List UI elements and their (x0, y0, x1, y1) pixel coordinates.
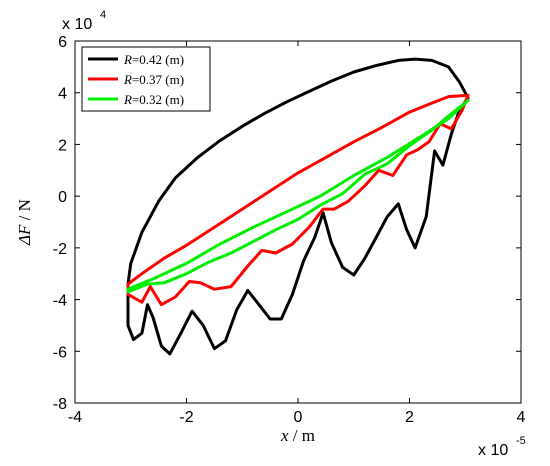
legend-label-1: R=0.42 (m) (123, 52, 184, 67)
x-axis-exponent: -5 (516, 435, 526, 447)
legend-var-1: R (123, 52, 132, 67)
legend-entry-2: R=0.37 (m) (88, 72, 184, 87)
series-line-3 (126, 99, 470, 294)
legend-label-2: R=0.37 (m) (123, 72, 184, 87)
x-axis-multiplier: x 10 (478, 442, 508, 459)
y-tick-label: -2 (53, 241, 67, 258)
legend-label-3: R=0.32 (m) (123, 92, 184, 107)
y-axis-exponent: 4 (100, 9, 106, 21)
x-axis-label-unit: / m (289, 426, 315, 445)
x-tick-label: 2 (405, 409, 414, 426)
x-tick-label: -2 (179, 409, 193, 426)
y-axis-multiplier: x 10 (62, 16, 92, 33)
y-tick-label: 0 (58, 189, 67, 206)
legend-var-3: R (123, 92, 132, 107)
x-axis-label-var: x (280, 426, 289, 445)
legend-value-3: =0.32 (m) (132, 92, 184, 107)
y-tick-label: 6 (58, 34, 67, 51)
y-tick-label: -4 (53, 293, 67, 310)
ticks-layer: -4 -2 0 2 4 -8 -6 -4 -2 0 2 4 6 (53, 34, 526, 426)
legend-entry-1: R=0.42 (m) (88, 52, 184, 67)
x-axis-label: x / m (280, 426, 315, 445)
y-axis-label-var: ΔF (15, 224, 34, 246)
legend-value-1: =0.42 (m) (132, 52, 184, 67)
y-axis-label-unit: / N (15, 199, 34, 225)
series-layer (126, 57, 470, 356)
y-axis-label: ΔF / N (15, 199, 34, 246)
legend: R=0.42 (m) R=0.37 (m) R=0.32 (m) (81, 46, 211, 112)
x-tick-label: 0 (294, 409, 303, 426)
legend-value-2: =0.37 (m) (132, 72, 184, 87)
x-tick-label: -4 (68, 409, 82, 426)
y-tick-label: -8 (53, 396, 67, 413)
y-tick-label: 2 (58, 137, 67, 154)
legend-entry-3: R=0.32 (m) (88, 92, 184, 107)
series-line-1 (126, 57, 470, 356)
legend-var-2: R (123, 72, 132, 87)
x-tick-label: 4 (517, 409, 526, 426)
series-line-2 (126, 93, 470, 307)
y-tick-label: 4 (58, 86, 67, 103)
y-tick-label: -6 (53, 344, 67, 361)
